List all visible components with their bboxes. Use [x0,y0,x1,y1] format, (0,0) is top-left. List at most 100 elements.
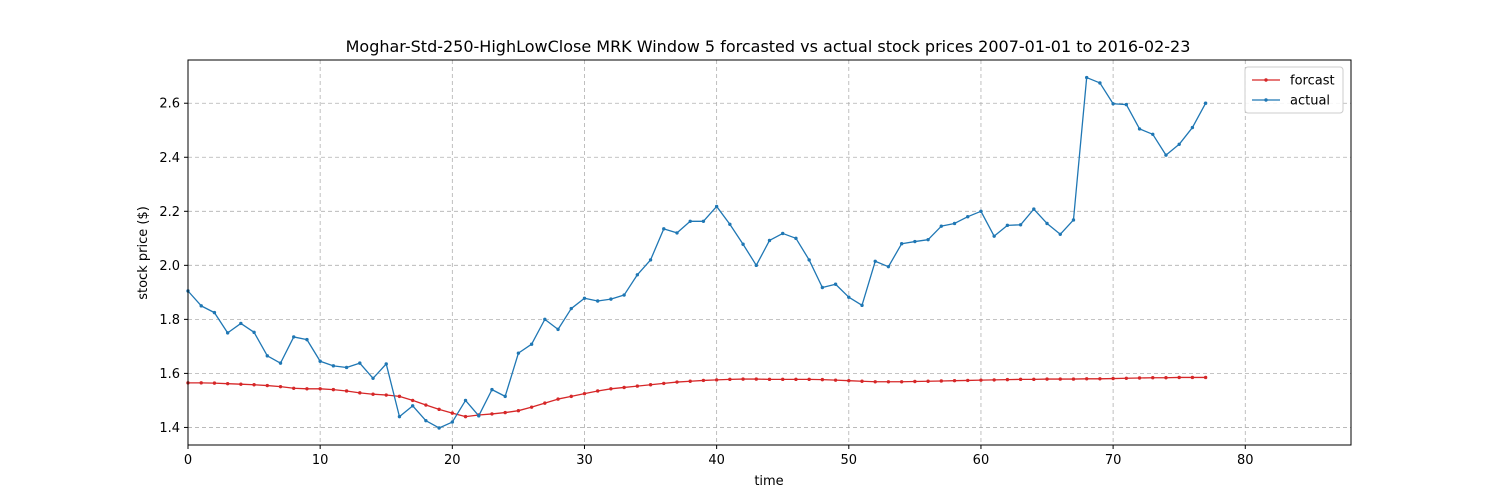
data-point-forcast [199,381,203,385]
data-point-actual [648,258,653,262]
x-tick-label: 80 [1237,453,1254,468]
data-point-forcast [278,384,283,389]
data-point-forcast [344,389,349,393]
data-point-actual [609,297,613,301]
y-tick-label: 1.8 [159,313,180,328]
data-point-actual [463,398,468,403]
data-point-forcast [728,377,732,382]
data-point-forcast [331,387,336,392]
data-point-forcast [701,378,706,383]
data-point-forcast [437,407,441,412]
data-point-actual [1018,223,1023,227]
data-point-forcast [860,379,864,383]
data-point-actual [714,204,719,209]
data-point-forcast [305,387,309,391]
series-actual [186,75,1208,430]
x-tick-label: 20 [444,453,461,468]
data-point-actual [569,306,573,311]
y-tick-label: 1.6 [159,367,180,382]
data-point-actual [331,364,336,368]
data-point-forcast [966,378,970,383]
data-point-forcast [886,380,891,384]
data-point-forcast [1071,377,1076,381]
data-point-actual [516,351,521,355]
data-point-actual [807,258,811,262]
data-point-actual [913,239,917,244]
data-point-forcast [292,386,296,390]
series-forcast [186,375,1208,419]
series-line-actual [187,76,1207,429]
data-point-actual [543,317,547,322]
data-point-forcast [820,377,825,382]
data-point-actual [1177,142,1181,146]
data-point-actual [556,327,560,332]
data-point-actual [490,387,494,392]
data-point-forcast [1032,377,1036,382]
data-point-actual [979,209,983,213]
y-axis-label: stock price ($) [136,206,151,300]
data-point-actual [754,263,758,268]
data-point-forcast [899,380,904,384]
data-point-forcast [807,377,811,382]
data-point-forcast [1137,376,1142,380]
legend-marker-actual [1264,98,1268,102]
data-point-actual [1071,218,1076,222]
data-point-actual [1151,132,1155,136]
data-point-actual [278,361,283,365]
series-layer [186,75,1208,430]
data-point-forcast [1018,377,1023,382]
data-point-actual [1164,153,1168,157]
data-point-actual [239,321,243,326]
data-point-actual [358,361,362,365]
data-point-forcast [1190,375,1195,380]
data-point-actual [384,362,388,366]
data-point-actual [1058,232,1062,236]
data-point-forcast [1151,376,1155,380]
data-point-actual [318,359,322,363]
data-point-forcast [662,381,666,386]
data-point-forcast [714,378,719,382]
x-tick-label: 0 [184,453,192,468]
data-point-actual [477,414,481,418]
data-point-forcast [873,380,877,384]
data-point-forcast [239,382,243,386]
data-point-actual [939,224,944,228]
data-point-actual [688,219,692,223]
y-tick-label: 2.4 [159,151,180,166]
y-tick-label: 2.0 [159,259,180,274]
data-point-forcast [371,392,375,396]
data-point-forcast [992,378,996,382]
x-tick-label: 30 [576,453,593,468]
data-point-forcast [1058,377,1062,381]
data-point-actual [635,273,640,277]
data-point-actual [529,342,534,346]
legend-label-forcast: forcast [1290,74,1335,89]
data-point-forcast [582,391,587,396]
data-point-actual [820,285,825,290]
data-point-forcast [622,385,626,390]
data-point-forcast [463,414,468,419]
data-point-actual [450,420,455,424]
data-point-forcast [1098,377,1102,381]
data-point-forcast [1005,377,1010,382]
y-tick-label: 2.6 [159,97,180,112]
data-point-forcast [648,383,653,387]
data-point-forcast [450,411,455,415]
data-point-actual [1190,125,1195,130]
data-point-forcast [675,380,679,384]
data-point-actual [582,296,587,300]
data-point-forcast [212,381,217,385]
x-tick-label: 10 [312,453,329,468]
data-point-actual [1111,102,1115,106]
data-point-actual [899,242,904,246]
data-point-forcast [1045,377,1049,381]
data-point-forcast [1164,376,1168,380]
data-point-actual [1137,127,1142,131]
data-point-actual [265,354,269,358]
data-point-forcast [926,379,930,383]
data-point-actual [992,234,996,238]
data-point-actual [1032,207,1036,211]
data-point-actual [794,236,798,241]
data-point-forcast [503,410,507,415]
